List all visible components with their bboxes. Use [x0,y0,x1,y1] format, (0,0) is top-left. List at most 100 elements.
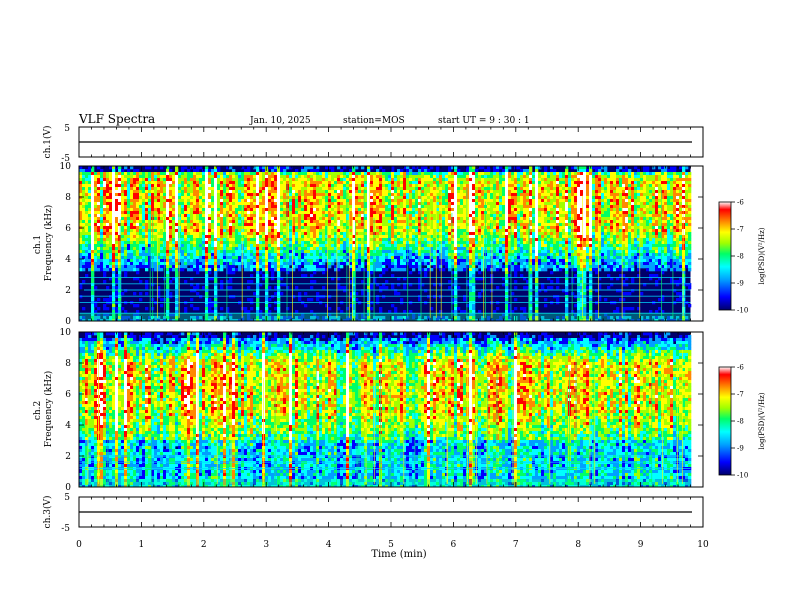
spectrogram-cell [277,280,280,283]
spectrogram-cell [82,169,85,172]
spectrogram-cell [184,187,187,190]
spectrogram-cell [301,247,304,250]
spectrogram-cell [148,193,151,196]
spectrogram-cell [235,211,238,214]
spectrogram-cell [178,244,181,247]
spectrogram-cell [118,289,121,292]
spectrogram-cell [202,199,205,202]
spectrogram-cell [322,175,325,178]
spectrogram-cell [142,190,145,193]
spectrogram-cell [400,220,403,223]
spectrogram-cell [139,241,142,244]
spectrogram-cell [148,184,151,187]
spectrogram-cell [442,253,445,256]
spectrogram-cell [139,205,142,208]
spectrogram-cell [106,199,109,202]
spectrogram-cell [373,184,376,187]
spectrogram-cell [193,259,196,262]
spectrogram-cell [424,235,427,238]
spectrogram-cell [391,202,394,205]
spectrogram-cell [160,256,163,259]
spectrogram-cell [130,262,133,265]
spectrogram-cell [391,229,394,232]
spectrogram-cell [427,202,430,205]
spectrogram-cell [454,199,457,202]
spectrogram-cell [112,259,115,262]
spectrogram-cell [295,196,298,199]
spectrogram-cell [259,232,262,235]
spectrogram-cell [115,199,118,202]
spectrogram-cell [373,229,376,232]
spectrogram-cell [421,244,424,247]
spectrogram-cell [379,286,382,289]
spectrogram-cell [427,199,430,202]
spectrogram-cell [199,229,202,232]
spectrogram-cell [358,262,361,265]
spectrogram-cell [286,238,289,241]
spectrogram-cell [178,226,181,229]
spectrogram-cell [118,250,121,253]
spectrogram-cell [394,235,397,238]
spectrogram-cell [256,247,259,250]
spectrogram-cell [271,193,274,196]
spectrogram-cell [244,196,247,199]
spectrogram-cell [277,211,280,214]
spectrogram-cell [127,253,130,256]
spectrogram-cell [304,256,307,259]
spectrogram-cell [250,259,253,262]
spectrogram-cell [175,172,178,175]
spectrogram-cell [262,193,265,196]
spectrogram-cell [127,241,130,244]
spectrogram-cell [106,256,109,259]
spectrogram-cell [187,220,190,223]
spectrogram-cell [115,184,118,187]
spectrogram-cell [205,214,208,217]
spectrogram-cell [403,187,406,190]
spectrogram-cell [193,169,196,172]
spectrogram-cell [235,175,238,178]
spectrogram-cell [232,265,235,268]
spectrogram-cell [211,211,214,214]
spectrogram-cell [124,220,127,223]
spectrogram-cell [307,175,310,178]
spectrogram-cell [310,244,313,247]
spectrogram-cell [265,202,268,205]
spectrogram-cell [118,268,121,271]
spectrogram-cell [121,214,124,217]
spectrogram-cell [316,256,319,259]
spectrogram-cell [340,226,343,229]
spectrogram-cell [229,193,232,196]
spectrogram-cell [307,229,310,232]
spectrogram-cell [289,229,292,232]
spectrogram-cell [376,178,379,181]
spectrogram-cell [166,202,169,205]
spectrogram-cell [280,202,283,205]
spectrogram-cell [136,190,139,193]
spectrogram-cell [397,250,400,253]
spectrogram-cell [175,202,178,205]
spectrogram-cell [382,193,385,196]
spectrogram-cell [169,238,172,241]
spectrogram-cell [415,238,418,241]
spectrogram-cell [439,193,442,196]
spectrogram-cell [184,247,187,250]
spectrogram-cell [250,262,253,265]
spectrogram-cell [241,190,244,193]
spectrogram-cell [289,178,292,181]
spectrogram-cell [400,184,403,187]
spectrogram-cell [322,172,325,175]
spectrogram-cell [169,292,172,295]
spectrogram-cell [94,268,97,271]
spectrogram-cell [277,175,280,178]
spectrogram-cell [253,208,256,211]
spectrogram-cell [265,199,268,202]
spectrogram-cell [142,220,145,223]
spectrogram-cell [118,262,121,265]
spectrogram-cell [409,229,412,232]
spectrogram-cell [199,268,202,271]
spectrogram-cell [136,172,139,175]
spectrogram-cell [184,259,187,262]
spectrogram-cell [421,178,424,181]
spectrogram-cell [232,253,235,256]
spectrogram-cell [406,202,409,205]
